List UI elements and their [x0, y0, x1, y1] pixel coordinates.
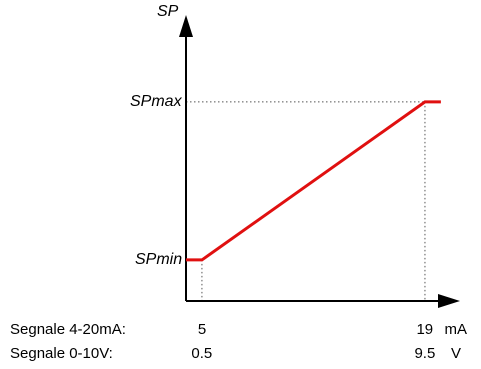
y-axis-arrow-icon	[179, 15, 193, 37]
axes	[179, 15, 460, 308]
series-line	[186, 100, 441, 262]
y-axis-title: SP	[157, 3, 179, 20]
y-tick-label-spmax: SPmax	[130, 92, 182, 110]
x-axis-arrow-icon	[438, 294, 460, 308]
x-unit-label-ma: mA	[444, 321, 468, 338]
x-unit-label-v: V	[451, 345, 462, 362]
x-row-label-0-10v: Segnale 0-10V:	[10, 345, 113, 362]
x-row-label-4-20ma: Segnale 4-20mA:	[10, 321, 126, 338]
y-tick-label-spmin: SPmin	[135, 250, 183, 268]
x-tick-label-ma-low: 5	[197, 321, 207, 338]
series-group	[186, 100, 441, 262]
x-tick-label-v-high: 9.5	[414, 345, 436, 362]
x-tick-label-v-low: 0.5	[191, 345, 213, 362]
x-tick-label-ma-high: 19	[416, 321, 434, 338]
guide-lines	[186, 101, 426, 301]
